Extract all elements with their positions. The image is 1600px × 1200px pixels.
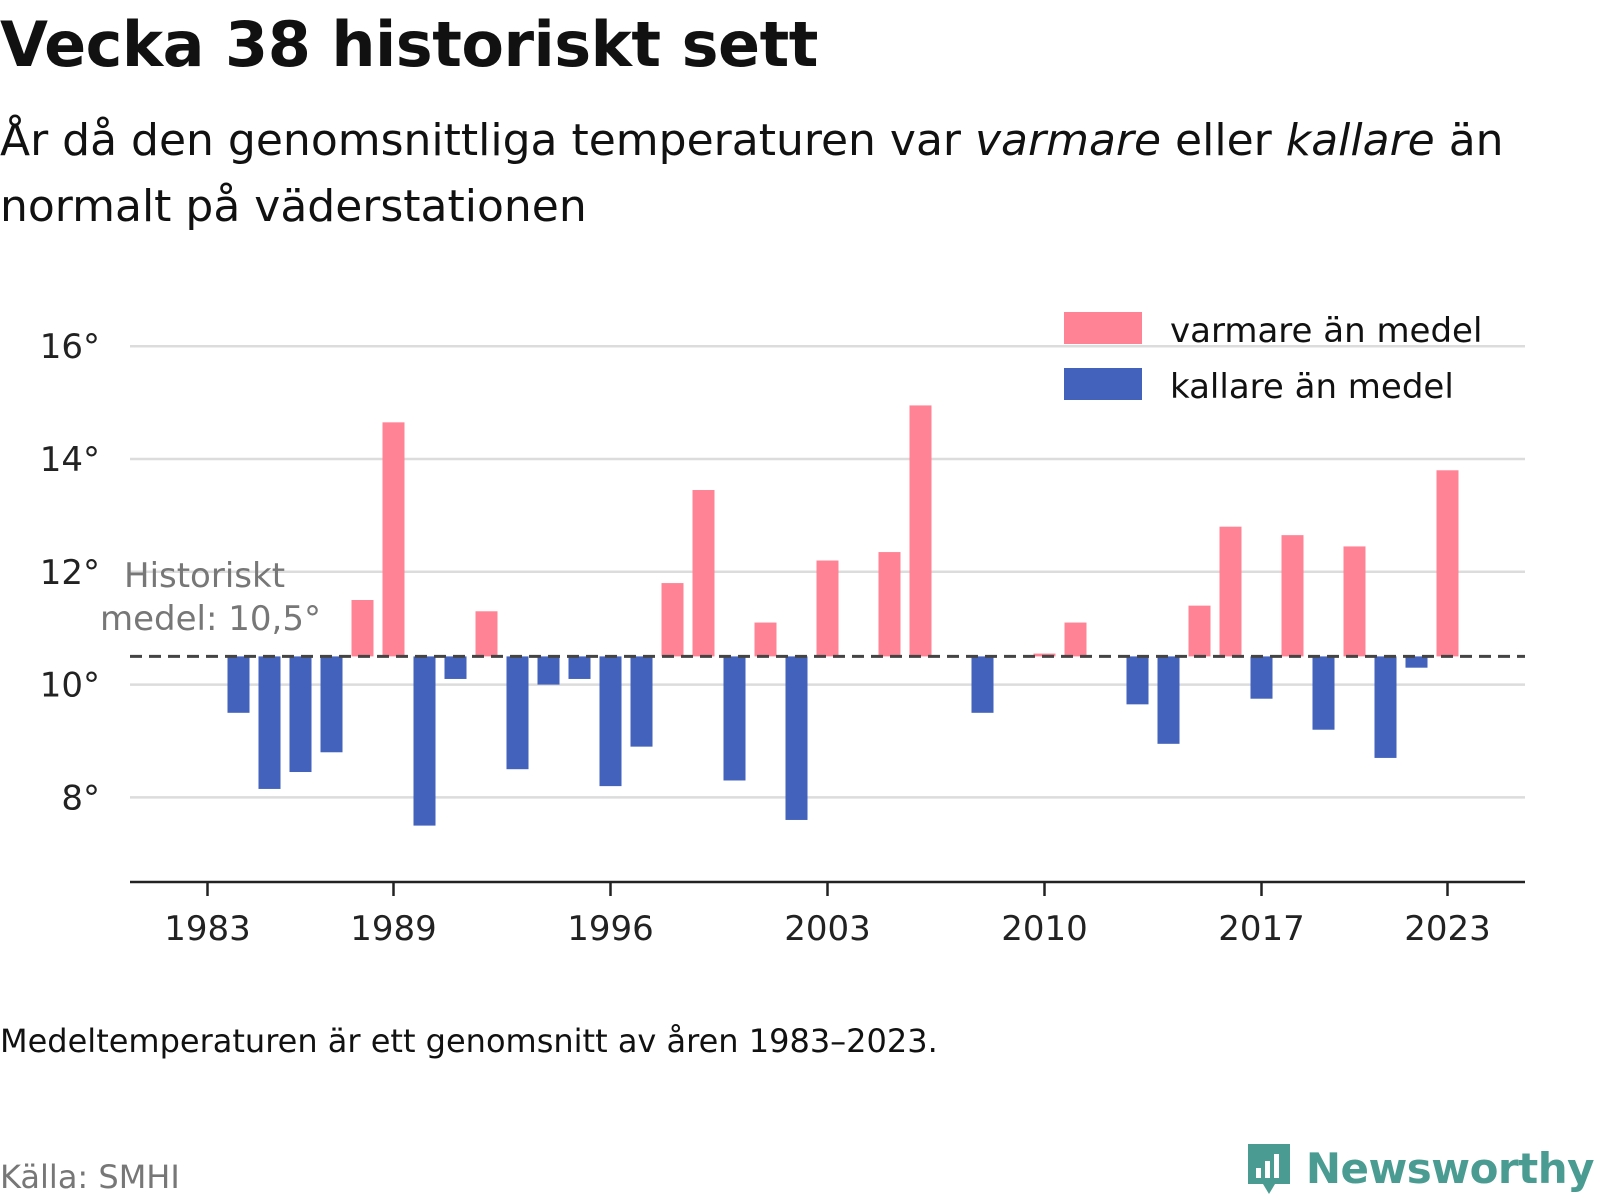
bar-cold bbox=[568, 656, 591, 679]
bar-cold bbox=[1126, 656, 1149, 705]
subtitle-part-2: eller bbox=[1161, 115, 1286, 166]
bar-warm bbox=[909, 405, 932, 657]
bar-warm bbox=[382, 422, 405, 657]
bar-cold bbox=[258, 656, 281, 789]
x-axis: 1983 1989 1996 2003 2010 2017 2023 bbox=[130, 880, 1525, 949]
bar-warm bbox=[754, 622, 777, 657]
bars bbox=[227, 405, 1459, 826]
y-tick-label: 12° bbox=[40, 553, 100, 593]
bar-warm bbox=[1064, 622, 1087, 657]
subtitle-part-3: än normalt på väderstationen bbox=[0, 115, 1504, 232]
bar-warm bbox=[816, 560, 839, 657]
bar-cold bbox=[537, 656, 560, 685]
subtitle-cold-word: kallare bbox=[1285, 115, 1435, 166]
legend-warm-swatch bbox=[1064, 312, 1142, 344]
chart-subtitle: År då den genomsnittliga temperaturen va… bbox=[0, 108, 1560, 240]
bar-warm bbox=[351, 600, 374, 657]
x-tick-label: 1989 bbox=[350, 909, 437, 949]
bar-warm bbox=[475, 611, 498, 657]
footnote: Medeltemperaturen är ett genomsnitt av å… bbox=[0, 1022, 938, 1060]
bar-cold bbox=[971, 656, 994, 713]
x-tick-label: 2023 bbox=[1404, 909, 1491, 949]
bar-cold bbox=[1250, 656, 1273, 699]
brand-name: Newsworthy bbox=[1305, 1143, 1595, 1193]
y-tick-label: 16° bbox=[40, 327, 100, 367]
y-axis: 8° 10° 12° 14° 16° bbox=[40, 327, 100, 818]
baseline-label: Historiskt bbox=[124, 556, 285, 596]
bar-warm bbox=[1188, 605, 1211, 657]
bar-warm bbox=[1436, 470, 1459, 657]
bar-cold bbox=[227, 656, 250, 713]
bar-chart: Historiskt medel: 10,5° 8° 10° 12° 14° 16° 1… bbox=[40, 311, 1525, 949]
legend-warm-label: varmare än medel bbox=[1170, 311, 1482, 351]
y-tick-label: 14° bbox=[40, 440, 100, 480]
x-tick-label: 1983 bbox=[164, 909, 251, 949]
subtitle-warm-word: varmare bbox=[974, 115, 1162, 166]
x-tick-label: 2003 bbox=[784, 909, 871, 949]
bar-cold bbox=[630, 656, 653, 747]
legend: varmare än medel kallare än medel bbox=[1064, 311, 1482, 407]
bar-warm bbox=[1281, 535, 1304, 657]
subtitle-part-1: År då den genomsnittliga temperaturen va… bbox=[0, 115, 975, 166]
bar-cold bbox=[723, 656, 746, 781]
x-tick-label: 1996 bbox=[567, 909, 654, 949]
brand-logo[interactable]: Newsworthy bbox=[1244, 1140, 1595, 1196]
bar-cold bbox=[599, 656, 622, 787]
bar-cold bbox=[444, 656, 467, 679]
legend-cold-label: kallare än medel bbox=[1170, 367, 1454, 407]
bar-warm bbox=[692, 490, 715, 657]
source-label: Källa: SMHI bbox=[0, 1158, 180, 1196]
newsworthy-logo-icon bbox=[1247, 1144, 1290, 1194]
legend-cold-swatch bbox=[1064, 368, 1142, 400]
bar-cold bbox=[1157, 656, 1180, 744]
y-tick-label: 10° bbox=[40, 666, 100, 706]
bar-cold bbox=[1374, 656, 1397, 758]
chart-title: Vecka 38 historiskt sett bbox=[0, 8, 818, 81]
bar-cold bbox=[289, 656, 312, 773]
x-tick-label: 2017 bbox=[1218, 909, 1305, 949]
bar-cold bbox=[413, 656, 436, 826]
bar-warm bbox=[661, 583, 684, 657]
bar-cold bbox=[1405, 656, 1428, 668]
y-tick-label: 8° bbox=[61, 778, 100, 818]
bar-cold bbox=[1312, 656, 1335, 730]
baseline-label-value: medel: 10,5° bbox=[100, 599, 321, 639]
bar-cold bbox=[320, 656, 343, 753]
bar-cold bbox=[785, 656, 808, 820]
bar-warm bbox=[1343, 546, 1366, 657]
bar-warm bbox=[878, 552, 901, 657]
bar-warm bbox=[1219, 526, 1242, 657]
x-tick-label: 2010 bbox=[1001, 909, 1088, 949]
bar-cold bbox=[506, 656, 529, 770]
